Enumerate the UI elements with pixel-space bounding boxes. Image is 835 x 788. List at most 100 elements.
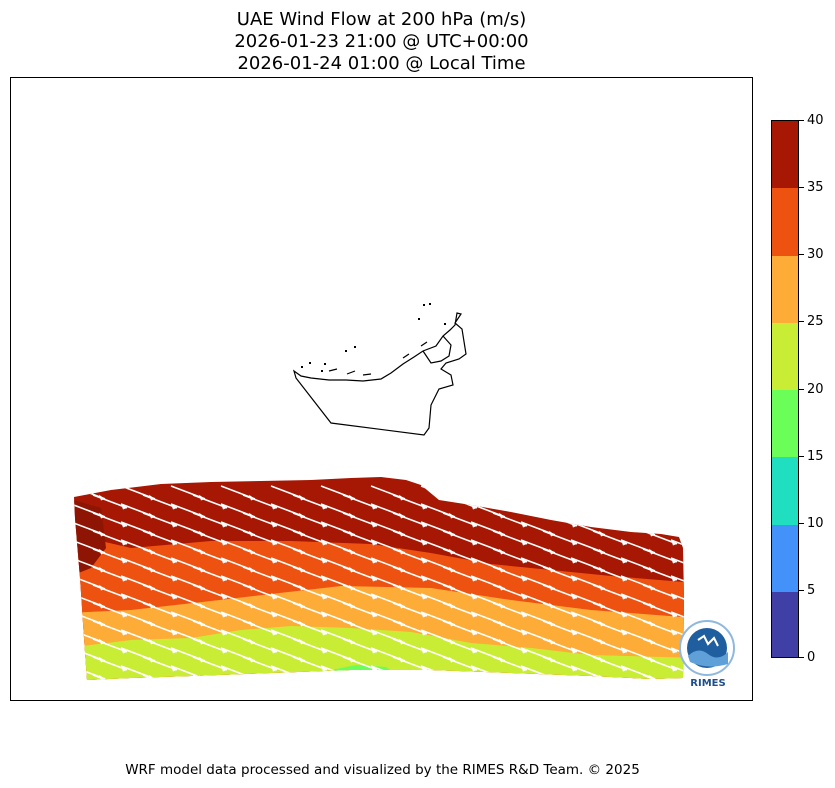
wind-arrow-head <box>649 512 655 519</box>
title-line-3: 2026-01-24 01:00 @ Local Time <box>237 53 526 74</box>
wind-arrow <box>492 584 528 599</box>
wind-arrow <box>542 494 578 509</box>
wind-arrow <box>670 575 684 590</box>
wind-arrow <box>592 602 628 617</box>
wind-arrow-head <box>621 684 627 690</box>
wind-arrow <box>142 494 178 509</box>
wind-arrow <box>192 548 228 563</box>
wind-arrow <box>592 584 628 599</box>
wind-arrow <box>492 548 528 563</box>
wind-arrow <box>242 512 278 527</box>
wind-arrow <box>592 548 628 563</box>
colorbar-tick-label: 0 <box>807 650 816 665</box>
wind-arrow <box>192 656 228 671</box>
wind-arrow <box>442 620 478 635</box>
colorbar-tick-label: 30 <box>807 247 824 263</box>
wind-arrow <box>342 512 378 527</box>
wind-arrow <box>392 512 428 527</box>
wind-arrow <box>592 638 628 653</box>
wind-arrow-head <box>721 540 727 546</box>
wind-arrow <box>492 566 528 581</box>
wind-arrow-head <box>249 674 255 680</box>
wind-arrow <box>292 620 328 635</box>
wind-arrow <box>292 602 328 617</box>
wind-arrow <box>642 620 678 635</box>
wind-arrow <box>192 494 228 509</box>
wind-arrow <box>542 548 578 563</box>
wind-arrow <box>670 629 684 644</box>
wind-arrow <box>142 620 178 635</box>
wind-arrow <box>292 566 328 581</box>
wind-arrow <box>592 620 628 635</box>
wind-arrow <box>292 530 328 545</box>
colorbar-tick-label: 40 <box>807 113 824 128</box>
wind-arrow <box>242 584 278 599</box>
wind-arrow <box>342 584 378 599</box>
wind-arrow <box>670 539 684 554</box>
wind-arrow <box>342 620 378 635</box>
wind-arrow <box>492 494 528 509</box>
colorbar-tick <box>799 657 804 658</box>
colorbar-tick-label: 10 <box>807 515 824 531</box>
wind-arrow <box>192 602 228 617</box>
wind-arrow <box>142 530 178 545</box>
uae-emirate-border <box>422 335 452 364</box>
wind-arrow <box>693 567 727 580</box>
wind-arrow <box>392 494 428 509</box>
colorbar-tick <box>799 321 804 323</box>
wind-arrow <box>292 584 328 599</box>
colorbar-tick-label: 15 <box>807 448 824 464</box>
wind-arrow-head <box>699 549 705 555</box>
wind-arrow <box>392 674 428 680</box>
wind-arrow <box>492 530 528 545</box>
wind-arrow <box>642 512 678 527</box>
wind-arrow <box>442 638 478 653</box>
wind-arrow <box>693 603 727 616</box>
wind-arrow <box>292 512 328 527</box>
wind-arrow <box>670 611 684 626</box>
wind-arrow <box>693 585 727 598</box>
wind-arrow-head <box>649 494 655 501</box>
wind-arrow-head <box>399 674 405 680</box>
wind-arrow-head <box>571 503 577 510</box>
wind-arrow <box>620 503 656 518</box>
wind-arrow-head <box>571 684 577 690</box>
wind-arrow-head <box>321 684 327 690</box>
wind-arrow <box>292 638 328 653</box>
wind-arrow-head <box>349 674 355 680</box>
wind-arrow <box>592 512 628 527</box>
wind-arrow-head <box>699 513 705 519</box>
wind-arrow <box>542 530 578 545</box>
wind-arrow-head <box>521 684 527 690</box>
wind-arrow <box>392 656 428 671</box>
wind-arrow <box>642 584 678 599</box>
wind-arrow <box>442 602 478 617</box>
wind-arrow-head <box>721 612 727 618</box>
wind-arrow <box>242 674 278 680</box>
wind-arrow <box>542 638 578 653</box>
wind-arrow <box>142 674 178 680</box>
wind-arrow <box>392 602 428 617</box>
wind-arrow <box>242 656 278 671</box>
logo-text: RIMES <box>690 678 725 689</box>
wind-arrow-head <box>621 503 627 510</box>
wind-arrow <box>342 656 378 671</box>
wind-arrow <box>642 548 678 563</box>
title-line-2: 2026-01-23 21:00 @ UTC+00:00 <box>234 31 529 52</box>
wind-arrow <box>542 566 578 581</box>
wind-arrow-head <box>721 576 727 582</box>
wind-arrow <box>570 485 606 500</box>
wind-arrow-head <box>371 684 377 690</box>
wind-arrow <box>142 566 178 581</box>
wind-arrow-head <box>449 494 455 501</box>
wind-arrow-head <box>171 684 177 690</box>
wind-arrow <box>642 656 678 671</box>
uae-outline <box>292 312 467 436</box>
wind-arrow <box>292 494 328 509</box>
wind-arrow <box>470 485 506 500</box>
wind-arrow <box>242 494 278 509</box>
wind-arrow-head <box>699 567 705 573</box>
wind-arrow <box>142 548 178 563</box>
wind-arrow <box>342 674 378 680</box>
wind-arrow-head <box>121 684 127 690</box>
